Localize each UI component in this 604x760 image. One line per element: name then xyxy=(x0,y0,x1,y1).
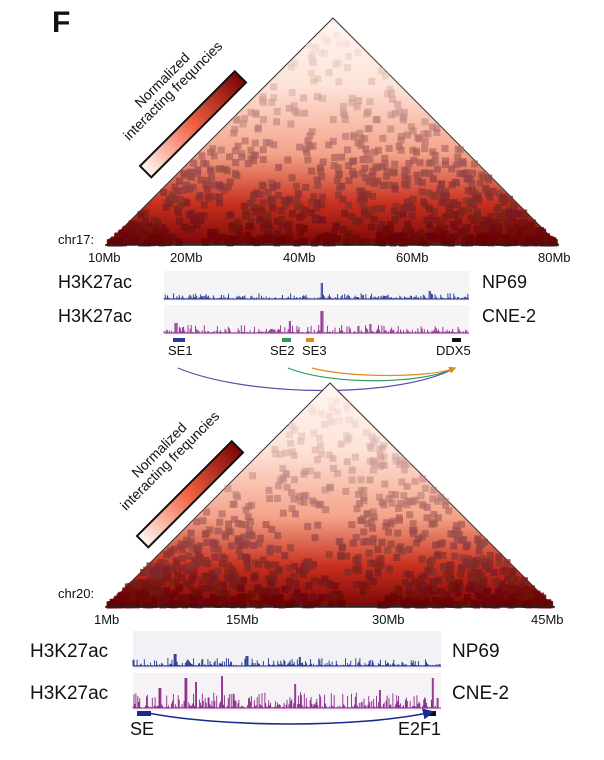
panel-letter: F xyxy=(52,6,71,39)
track-label-cne2-top: H3K27ac xyxy=(58,306,133,326)
tick-label: 20Mb xyxy=(170,250,203,265)
loop-arc-se1-ddx5 xyxy=(177,367,456,392)
hic-heatmap-chr20 xyxy=(105,382,555,609)
element-label-ddx5: DDX5 xyxy=(436,343,471,358)
signal-track-np69-chr20 xyxy=(132,654,441,667)
element-label-se1: SE1 xyxy=(168,343,193,358)
track-label-cne2-bottom: H3K27ac xyxy=(30,683,109,704)
track-bg-np69-bottom xyxy=(133,631,441,669)
sample-label-np69-bottom: NP69 xyxy=(452,641,500,662)
tick-label: 10Mb xyxy=(88,250,121,265)
track-bg-np69-top xyxy=(164,271,469,301)
element-label-se3: SE3 xyxy=(302,343,327,358)
element-box-se2 xyxy=(282,338,291,342)
loop-arc-se3-ddx5 xyxy=(311,366,457,377)
signal-track-cne2-chr20 xyxy=(132,676,441,709)
tick-label: 40Mb xyxy=(283,250,316,265)
element-box-se1 xyxy=(173,338,185,342)
signal-track-np69-chr17 xyxy=(163,283,469,300)
element-label-se: SE xyxy=(130,719,155,739)
loop-arc-se-e2f1 xyxy=(142,708,435,725)
chrom-label-bottom: chr20: xyxy=(58,586,95,601)
legend-colorbar-bottom xyxy=(135,439,245,549)
track-label-np69-top: H3K27ac xyxy=(58,272,133,292)
legend-colorbar-top xyxy=(138,69,248,179)
element-box-se xyxy=(137,711,151,716)
tick-label: 80Mb xyxy=(538,250,571,265)
element-label-se2: SE2 xyxy=(270,343,295,358)
sample-label-cne2-top: CNE-2 xyxy=(482,306,537,326)
track-label-np69-bottom: H3K27ac xyxy=(30,641,109,662)
hic-heatmap-chr17 xyxy=(105,17,560,247)
chrom-label-top: chr17: xyxy=(58,232,95,247)
sample-label-cne2-bottom: CNE-2 xyxy=(452,683,510,704)
element-box-ddx5 xyxy=(452,338,461,342)
tick-label: 15Mb xyxy=(226,612,259,627)
sample-label-np69-top: NP69 xyxy=(482,272,528,292)
tick-label: 1Mb xyxy=(94,612,120,627)
element-box-se3 xyxy=(306,338,314,342)
track-bg-cne2-top xyxy=(164,305,469,335)
signal-track-cne2-chr17 xyxy=(163,311,469,334)
loop-arc-se2-ddx5 xyxy=(287,367,456,382)
tick-label: 30Mb xyxy=(372,612,405,627)
tick-label: 45Mb xyxy=(531,612,564,627)
tick-label: 60Mb xyxy=(396,250,429,265)
element-label-e2f1: E2F1 xyxy=(398,719,442,739)
